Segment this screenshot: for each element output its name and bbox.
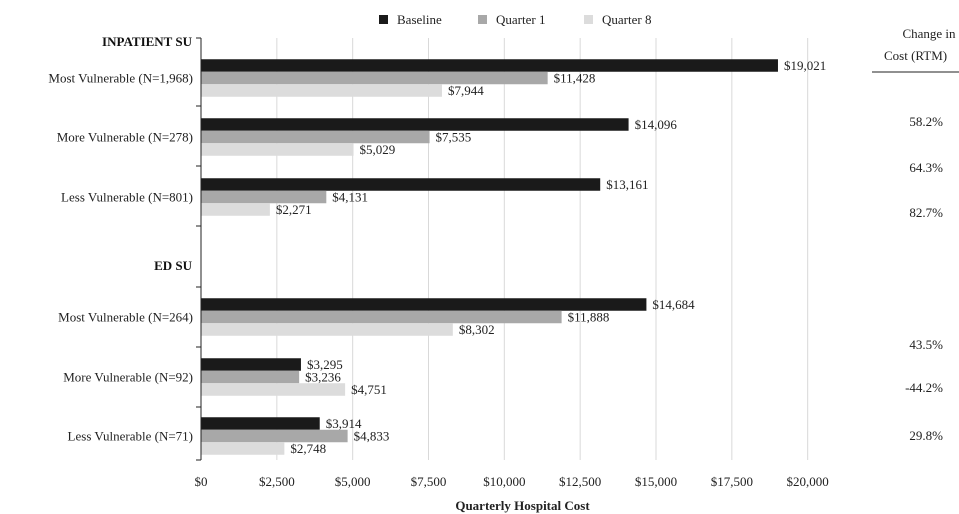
data-label: $3,236	[305, 369, 341, 384]
change-value: -44.2%	[905, 380, 943, 395]
bar	[201, 370, 300, 384]
data-label: $3,295	[307, 357, 343, 372]
bar	[201, 203, 270, 216]
data-label: $13,161	[606, 177, 648, 192]
category-label: More Vulnerable (N=92)	[63, 370, 193, 385]
bar	[201, 59, 778, 72]
data-label: $2,271	[276, 202, 312, 217]
legend-label: Quarter 8	[602, 12, 651, 27]
data-label: $4,751	[351, 382, 387, 397]
change-value: 58.2%	[909, 114, 943, 129]
data-label: $3,914	[326, 416, 362, 431]
group-heading: ED SU	[154, 258, 193, 273]
category-label: Less Vulnerable (N=801)	[61, 190, 193, 205]
x-tick-label: $10,000	[483, 474, 525, 489]
x-axis-title: Quarterly Hospital Cost	[455, 498, 590, 513]
group-heading: INPATIENT SU	[102, 34, 193, 49]
data-label: $7,944	[448, 83, 484, 98]
bar	[201, 84, 442, 97]
change-value: 82.7%	[909, 205, 943, 220]
bar	[201, 130, 430, 144]
category-label: Most Vulnerable (N=264)	[58, 310, 193, 325]
side-column-header: Change in	[902, 26, 956, 41]
data-label: $14,096	[635, 117, 678, 132]
data-label: $4,833	[354, 428, 390, 443]
x-tick-label: $17,500	[711, 474, 753, 489]
x-tick-label: $20,000	[787, 474, 829, 489]
bar	[201, 143, 354, 156]
bar	[201, 358, 301, 371]
bar	[201, 298, 647, 311]
change-value: 64.3%	[909, 160, 943, 175]
data-label: $5,029	[360, 142, 396, 157]
bar	[201, 71, 548, 85]
bar	[201, 429, 348, 443]
bar	[201, 178, 601, 191]
category-label: Less Vulnerable (N=71)	[68, 429, 193, 444]
data-label: $11,428	[554, 70, 596, 85]
legend-label: Baseline	[397, 12, 442, 27]
legend-swatch	[584, 15, 593, 24]
bar	[201, 323, 453, 336]
category-label: More Vulnerable (N=278)	[57, 130, 193, 145]
legend-swatch	[379, 15, 388, 24]
data-label: $4,131	[332, 189, 368, 204]
x-tick-label: $2,500	[259, 474, 295, 489]
x-tick-label: $0	[195, 474, 208, 489]
data-label: $8,302	[459, 322, 495, 337]
bar	[201, 383, 346, 396]
legend-label: Quarter 1	[496, 12, 545, 27]
x-tick-label: $7,500	[411, 474, 447, 489]
x-tick-label: $15,000	[635, 474, 677, 489]
bar	[201, 310, 562, 324]
data-label: $7,535	[436, 129, 472, 144]
bar	[201, 442, 285, 455]
x-tick-label: $12,500	[559, 474, 601, 489]
bar	[201, 118, 629, 131]
category-label: Most Vulnerable (N=1,968)	[48, 71, 193, 86]
data-label: $2,748	[290, 441, 326, 456]
legend-swatch	[478, 15, 487, 24]
side-column-header: Cost (RTM)	[884, 48, 947, 63]
change-value: 43.5%	[909, 337, 943, 352]
data-label: $11,888	[568, 309, 610, 324]
x-tick-label: $5,000	[335, 474, 371, 489]
bar	[201, 417, 320, 430]
data-label: $14,684	[652, 297, 695, 312]
change-value: 29.8%	[909, 428, 943, 443]
data-label: $19,021	[784, 58, 826, 73]
bar	[201, 190, 327, 204]
